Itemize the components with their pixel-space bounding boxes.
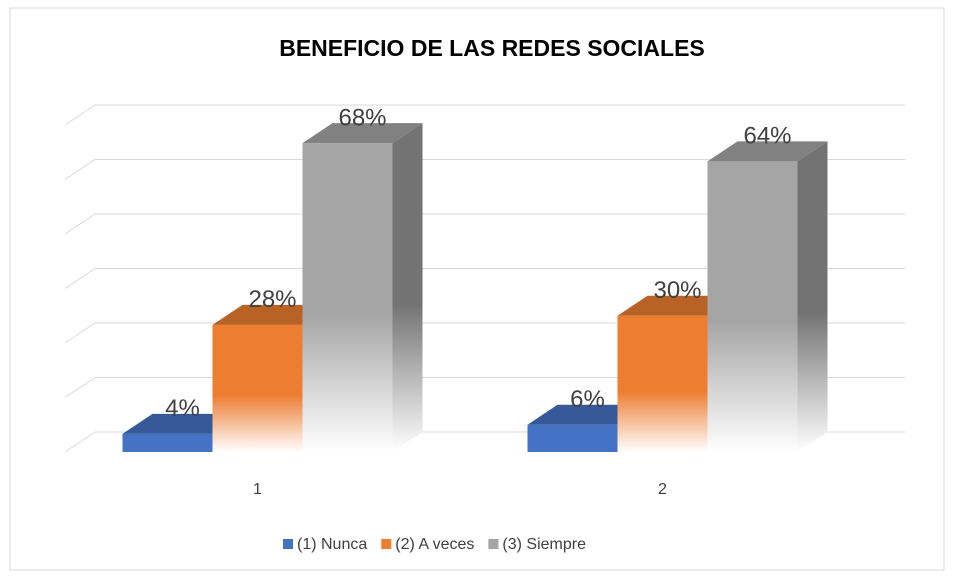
grid-line-side xyxy=(64,431,96,453)
value-label: 68% xyxy=(338,105,386,132)
value-label: 4% xyxy=(165,395,200,422)
x-tick-label: 2 xyxy=(658,481,667,498)
value-label: 28% xyxy=(248,286,296,313)
bar xyxy=(122,433,213,452)
bar-side xyxy=(797,141,828,453)
bar-side xyxy=(392,123,423,453)
bar-top xyxy=(302,123,423,144)
legend-swatch xyxy=(488,539,499,549)
bar xyxy=(212,324,303,452)
grid-line-side xyxy=(64,377,96,398)
bar-top xyxy=(707,141,828,162)
legend-swatch xyxy=(381,539,392,549)
grid-line-side xyxy=(64,322,96,344)
bar xyxy=(617,315,708,452)
grid-line-side xyxy=(64,104,96,126)
x-tick-label: 1 xyxy=(253,481,262,498)
grid-line-side xyxy=(64,213,96,235)
grid-line-side xyxy=(64,268,96,289)
legend-label: (2) A veces xyxy=(395,536,474,553)
legend-label: (1) Nunca xyxy=(297,536,367,553)
grid-line-side xyxy=(64,159,96,180)
legend-label: (3) Siempre xyxy=(502,536,586,553)
bar xyxy=(707,161,798,453)
legend-swatch xyxy=(283,539,293,549)
chart-title: BENEFICIO DE LAS REDES SOCIALES xyxy=(279,35,705,61)
bar xyxy=(302,143,393,452)
value-label: 64% xyxy=(743,123,791,150)
value-label: 30% xyxy=(653,277,701,304)
bar xyxy=(527,424,618,452)
value-label: 6% xyxy=(570,386,605,413)
